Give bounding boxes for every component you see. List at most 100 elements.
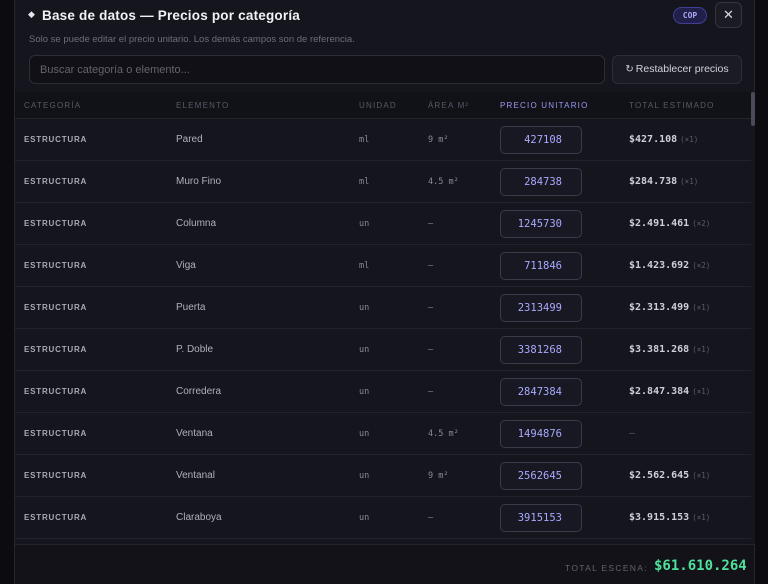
row-multiplier: (×1): [692, 345, 711, 354]
currency-badge: COP: [673, 7, 707, 24]
row-category: ESTRUCTURA: [24, 219, 88, 228]
row-total-value: $1.423.692: [629, 260, 690, 271]
row-multiplier: (×2): [692, 261, 711, 270]
row-area: —: [428, 513, 434, 523]
close-button[interactable]: ✕: [715, 2, 742, 28]
scrollbar-thumb[interactable]: [751, 92, 755, 126]
scrollbar[interactable]: [751, 92, 755, 544]
table-row: ESTRUCTURA Ventanal un 9 m² $2.562.645(×1): [15, 455, 752, 497]
header-unit: UNIDAD: [359, 101, 397, 110]
table-row: ESTRUCTURA P. Doble un — $3.381.268(×1): [15, 329, 752, 371]
row-area: —: [428, 345, 434, 355]
unit-price-input[interactable]: [500, 378, 582, 406]
unit-price-input[interactable]: [500, 420, 582, 448]
row-total-value: $2.847.384: [629, 386, 690, 397]
row-area: 9 m²: [428, 135, 449, 145]
row-element: Corredera: [176, 386, 222, 397]
row-total: $2.313.499 (×1): [629, 302, 710, 313]
table-row: ESTRUCTURA Ventana un 4.5 m² —: [15, 413, 752, 455]
modal-header: ◆ Base de datos — Precios por categoría …: [15, 0, 754, 92]
table-row: ESTRUCTURA Claraboya un — $3.915.153(×1): [15, 497, 752, 539]
modal-footer: TOTAL ESCENA: $61.610.264: [15, 544, 754, 584]
header-total: TOTAL ESTIMADO: [629, 101, 715, 110]
table-header: CATEGORÍA ELEMENTO UNIDAD ÁREA M² PRECIO…: [15, 92, 752, 119]
row-element: Claraboya: [176, 512, 222, 523]
row-total-value: $2.562.645: [629, 470, 690, 481]
row-category: ESTRUCTURA: [24, 261, 88, 270]
header-area: ÁREA M²: [428, 101, 470, 110]
refresh-icon: ↻: [625, 64, 634, 75]
row-category: ESTRUCTURA: [24, 135, 88, 144]
row-multiplier: (×1): [692, 513, 711, 522]
row-area: —: [428, 387, 434, 397]
row-area: —: [428, 219, 434, 229]
row-category: ESTRUCTURA: [24, 513, 88, 522]
modal-title: Base de datos — Precios por categoría: [42, 8, 300, 23]
table-row: ESTRUCTURA Corredera un — $2.847.384(×1): [15, 371, 752, 413]
reset-prices-button[interactable]: ↻ Restablecer precios: [612, 55, 742, 84]
table-row: ESTRUCTURA Muro Fino ml 4.5 m² $284.738(×1): [15, 161, 752, 203]
table-row: ESTRUCTURA Pared ml 9 m² $427.108(×1): [15, 119, 752, 161]
row-multiplier: (×1): [680, 135, 699, 144]
row-total-value: $427.108: [629, 134, 678, 145]
row-area: 4.5 m²: [428, 177, 459, 187]
unit-price-input[interactable]: [500, 504, 582, 532]
row-total: $2.847.384 (×1): [629, 386, 710, 397]
unit-price-input[interactable]: [500, 126, 582, 154]
row-multiplier: (×1): [680, 177, 699, 186]
row-unit: un: [359, 387, 370, 397]
row-area: 9 m²: [428, 471, 449, 481]
row-total: $3.915.153 (×1): [629, 512, 710, 523]
row-total: $427.108 (×1): [629, 134, 698, 145]
row-category: ESTRUCTURA: [24, 177, 88, 186]
row-unit: un: [359, 513, 370, 523]
reset-prices-label: Restablecer precios: [635, 63, 729, 75]
row-unit: ml: [359, 177, 370, 187]
row-category: ESTRUCTURA: [24, 471, 88, 480]
row-element: P. Doble: [176, 344, 214, 355]
unit-price-input[interactable]: [500, 336, 582, 364]
row-multiplier: (×1): [692, 303, 711, 312]
row-total-value: $284.738: [629, 176, 678, 187]
header-element: ELEMENTO: [176, 101, 230, 110]
row-element: Viga: [176, 260, 196, 271]
row-element: Pared: [176, 134, 203, 145]
row-total-value: $2.491.461: [629, 218, 690, 229]
scene-total-value: $61.610.264: [654, 558, 747, 574]
table-row: ESTRUCTURA Puerta un — $2.313.499(×1): [15, 287, 752, 329]
unit-price-input[interactable]: [500, 252, 582, 280]
unit-price-input[interactable]: [500, 210, 582, 238]
row-total: $2.562.645 (×1): [629, 470, 710, 481]
row-category: ESTRUCTURA: [24, 345, 88, 354]
row-total: $284.738 (×1): [629, 176, 698, 187]
row-total-value: $3.915.153: [629, 512, 690, 523]
row-total: —: [629, 428, 638, 439]
row-element: Ventanal: [176, 470, 215, 481]
row-category: ESTRUCTURA: [24, 429, 88, 438]
row-total: $3.381.268 (×1): [629, 344, 710, 355]
search-input[interactable]: [29, 55, 605, 84]
row-unit: un: [359, 303, 370, 313]
row-unit: un: [359, 471, 370, 481]
unit-price-input[interactable]: [500, 168, 582, 196]
row-total: $1.423.692 (×2): [629, 260, 710, 271]
row-multiplier: (×1): [692, 471, 711, 480]
unit-price-input[interactable]: [500, 462, 582, 490]
row-area: 4.5 m²: [428, 429, 459, 439]
row-area: —: [428, 261, 434, 271]
close-icon: ✕: [723, 7, 734, 22]
price-table: CATEGORÍA ELEMENTO UNIDAD ÁREA M² PRECIO…: [15, 92, 752, 544]
row-total: $2.491.461 (×2): [629, 218, 710, 229]
header-unit-price: PRECIO UNITARIO: [500, 101, 589, 110]
table-row: ESTRUCTURA Columna un — $2.491.461(×2): [15, 203, 752, 245]
row-element: Puerta: [176, 302, 206, 313]
header-category: CATEGORÍA: [24, 101, 82, 110]
price-database-modal: ◆ Base de datos — Precios por categoría …: [14, 0, 755, 584]
row-element: Muro Fino: [176, 176, 222, 187]
row-total-value: $3.381.268: [629, 344, 690, 355]
row-element: Ventana: [176, 428, 213, 439]
unit-price-input[interactable]: [500, 294, 582, 322]
table-row: ESTRUCTURA Viga ml — $1.423.692(×2): [15, 245, 752, 287]
row-unit: un: [359, 219, 370, 229]
row-category: ESTRUCTURA: [24, 387, 88, 396]
